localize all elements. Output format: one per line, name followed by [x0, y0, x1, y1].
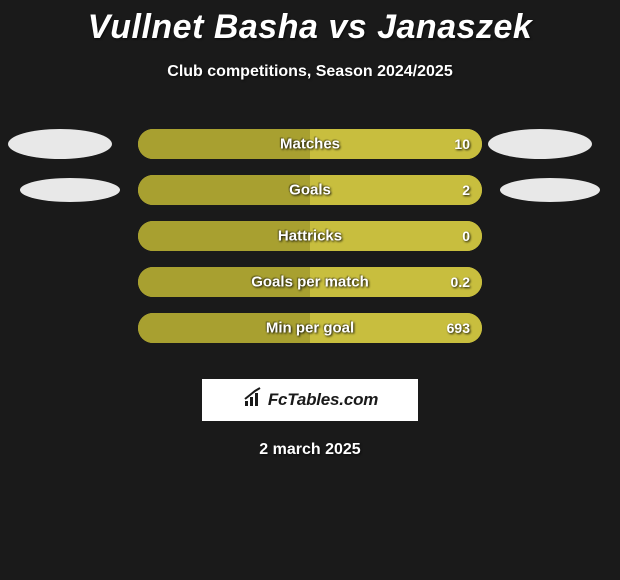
stat-label: Goals	[289, 182, 331, 199]
stat-value-right: 2	[462, 182, 470, 198]
stat-label: Min per goal	[266, 320, 354, 337]
player-left-marker	[20, 178, 120, 202]
stat-bar: Min per goal 693	[138, 313, 482, 343]
comparison-chart: Matches 10 Goals 2 Hattricks 0 Goals per match…	[0, 121, 620, 351]
brand-chart-icon	[242, 387, 264, 414]
stat-label: Goals per match	[251, 274, 369, 291]
stat-value-right: 10	[454, 136, 470, 152]
page-title: Vullnet Basha vs Janaszek	[0, 0, 620, 47]
footer-date: 2 march 2025	[0, 441, 620, 459]
stat-row: Goals per match 0.2	[0, 259, 620, 305]
stat-row: Matches 10	[0, 121, 620, 167]
brand-text: FcTables.com	[268, 390, 378, 410]
brand-badge[interactable]: FcTables.com	[202, 379, 418, 421]
stat-label: Hattricks	[278, 228, 342, 245]
player-left-marker	[8, 129, 112, 159]
stat-value-right: 693	[447, 320, 470, 336]
stat-bar: Matches 10	[138, 129, 482, 159]
stat-row: Goals 2	[0, 167, 620, 213]
stat-bar: Goals 2	[138, 175, 482, 205]
player-right-marker	[488, 129, 592, 159]
stat-bar-left	[138, 175, 310, 205]
stat-bar: Hattricks 0	[138, 221, 482, 251]
stat-row: Hattricks 0	[0, 213, 620, 259]
stat-row: Min per goal 693	[0, 305, 620, 351]
stat-bar-right	[310, 175, 482, 205]
subtitle: Club competitions, Season 2024/2025	[0, 63, 620, 81]
stat-label: Matches	[280, 136, 340, 153]
stat-value-right: 0	[462, 228, 470, 244]
player-right-marker	[500, 178, 600, 202]
stat-bar: Goals per match 0.2	[138, 267, 482, 297]
stat-value-right: 0.2	[451, 274, 470, 290]
